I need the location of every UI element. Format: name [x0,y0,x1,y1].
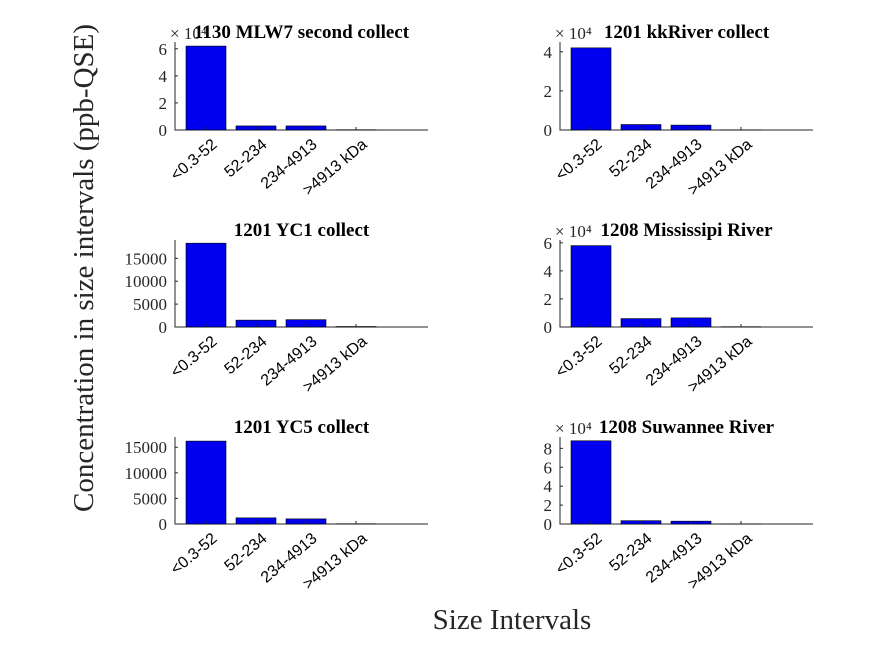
y-tick-label: 5000 [133,295,167,314]
y-tick-label: 4 [159,67,168,86]
y-tick-label: 2 [544,290,553,309]
y-tick-label: 0 [544,121,553,140]
subplot-title: 1208 Suwannee River [599,417,775,438]
x-tick-label: <0.3-52 [553,136,606,184]
x-tick-label: <0.3-52 [553,333,606,381]
subplot-title: 1208 Mississipi River [600,220,773,241]
y-tick-label: 2 [159,94,168,113]
y-tick-label: 10000 [125,272,168,291]
y-tick-label: 15000 [125,249,168,268]
y-tick-label: 6 [159,40,168,59]
y-tick-label: 4 [544,43,553,62]
y-exponent-label: × 10⁴ [555,24,592,43]
y-tick-label: 0 [159,318,168,337]
x-tick-label: <0.3-52 [168,333,221,381]
y-exponent-label: × 10⁴ [555,222,592,241]
x-tick-label: <0.3-52 [168,136,221,184]
subplot-title: 1201 YC5 collect [234,417,370,438]
x-tick-label: <0.3-52 [168,530,221,578]
y-exponent-label: × 10⁴ [170,24,207,43]
y-tick-label: 8 [544,439,553,458]
y-exponent-label: × 10⁴ [555,419,592,438]
y-tick-label: 10000 [125,464,168,483]
y-tick-label: 0 [544,318,553,337]
bar-1 [185,242,227,328]
y-tick-label: 0 [159,515,168,534]
y-tick-label: 5000 [133,489,167,508]
subplot-title: 1201 YC1 collect [234,220,370,241]
y-tick-label: 2 [544,496,553,515]
y-tick-label: 6 [544,458,553,477]
y-tick-label: 4 [544,477,553,496]
y-tick-label: 2 [544,82,553,101]
y-tick-label: 15000 [125,438,168,457]
subplot-title: 1201 kkRiver collect [604,22,770,43]
y-tick-label: 0 [159,121,168,140]
y-tick-label: 0 [544,515,553,534]
x-axis-label: Size Intervals [433,604,592,636]
bar-1 [185,440,227,525]
subplot-title: 1130 MLW7 second collect [194,22,410,43]
bar-1 [570,47,612,131]
bar-1 [570,245,612,328]
y-axis-label: Concentration in size intervals (ppb-QSE… [68,24,100,512]
bar-1 [185,45,227,131]
bar-1 [570,440,612,525]
x-tick-label: <0.3-52 [553,530,606,578]
y-tick-label: 4 [544,262,553,281]
y-tick-label: 6 [544,234,553,253]
